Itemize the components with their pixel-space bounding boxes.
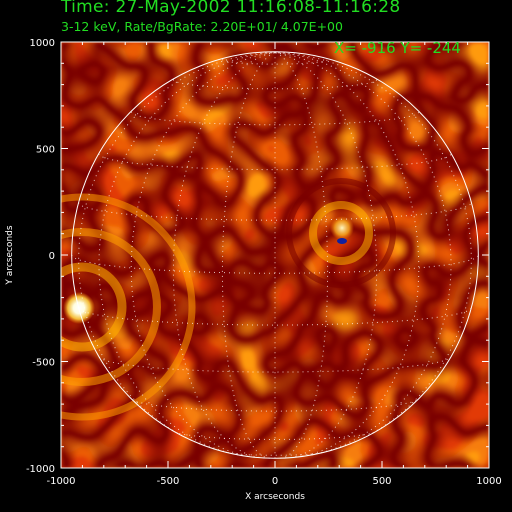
x-axis-label: X arcseconds bbox=[245, 492, 305, 502]
x-tick-label: -1000 bbox=[46, 476, 75, 487]
grid-line bbox=[274, 52, 378, 459]
y-tick-label: 1000 bbox=[30, 38, 55, 49]
x-tick-label: 500 bbox=[372, 476, 391, 487]
y-tick-label: -1000 bbox=[26, 464, 55, 475]
x-tick-label: 0 bbox=[272, 476, 278, 487]
grid-line bbox=[98, 153, 452, 171]
grid-line bbox=[78, 52, 276, 447]
solar-limb-circle bbox=[71, 51, 479, 459]
y-tick-label: -500 bbox=[32, 358, 55, 369]
x-tick-label: 1000 bbox=[476, 476, 501, 487]
y-axis-label: Y arcseconds bbox=[5, 225, 15, 285]
energy-rate-subtitle: 3-12 keV, Rate/BgRate: 2.20E+01/ 4.07E+0… bbox=[61, 19, 343, 34]
plot-title: Time: 27-May-2002 11:16:08-11:16:28 bbox=[61, 0, 401, 17]
y-tick-label: 500 bbox=[36, 145, 55, 156]
secondary-source-blob bbox=[330, 216, 354, 240]
grid-line bbox=[98, 52, 276, 456]
x-axis-tick-labels: -1000 -500 0 500 1000 bbox=[46, 476, 501, 487]
y-axis-tick-labels: 1000 500 0 -500 -1000 bbox=[26, 38, 55, 475]
grid-line bbox=[274, 52, 452, 456]
x-tick-label: -500 bbox=[157, 476, 180, 487]
cursor-coordinate-readout: X= -916 Y= -244 bbox=[334, 39, 461, 57]
grid-line bbox=[130, 111, 420, 126]
heliographic-grid bbox=[71, 52, 479, 459]
grid-line bbox=[274, 52, 472, 447]
grid-line bbox=[172, 52, 276, 459]
y-tick-label: 0 bbox=[49, 251, 55, 262]
axis-ticks bbox=[60, 41, 490, 469]
map-image bbox=[61, 42, 489, 468]
secondary-source-core bbox=[337, 238, 347, 244]
